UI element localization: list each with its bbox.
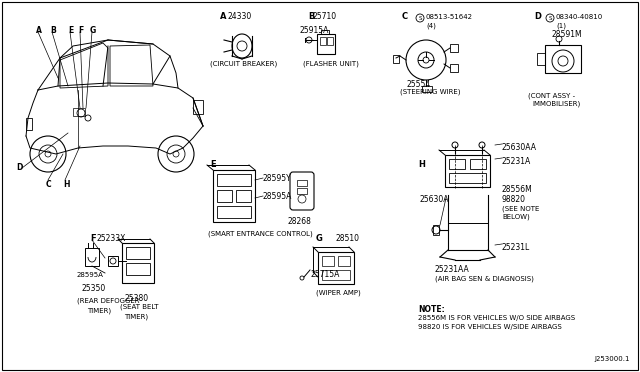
- Text: C: C: [402, 12, 408, 21]
- Text: 25710: 25710: [313, 12, 337, 21]
- Text: 25231AA: 25231AA: [435, 265, 470, 274]
- Bar: [236, 190, 251, 202]
- Bar: [318, 252, 354, 284]
- Text: 25231A: 25231A: [502, 157, 531, 166]
- Bar: [85, 248, 99, 266]
- Bar: [322, 270, 350, 280]
- Text: D: D: [534, 12, 541, 21]
- Bar: [73, 108, 85, 116]
- Text: (SEAT BELT: (SEAT BELT: [120, 304, 159, 311]
- Text: (SEE NOTE: (SEE NOTE: [502, 205, 540, 212]
- Text: S: S: [419, 16, 422, 21]
- Bar: [122, 243, 154, 283]
- Text: B: B: [308, 12, 314, 21]
- Text: 28595A: 28595A: [77, 272, 104, 278]
- Text: E: E: [68, 26, 73, 35]
- Text: 25915A: 25915A: [300, 26, 330, 35]
- Text: (1): (1): [556, 22, 566, 29]
- Text: 28595A: 28595A: [263, 192, 292, 201]
- Text: F: F: [90, 234, 95, 243]
- Text: (WIPER AMP): (WIPER AMP): [316, 290, 361, 296]
- Bar: [327, 37, 333, 45]
- Text: 25554: 25554: [407, 80, 431, 89]
- Text: 28591M: 28591M: [552, 30, 582, 39]
- Text: (FLASHER UNIT): (FLASHER UNIT): [303, 60, 359, 67]
- Bar: [213, 170, 255, 222]
- Text: (CONT ASSY -: (CONT ASSY -: [528, 92, 575, 99]
- Bar: [297, 188, 307, 194]
- Text: (CIRCUIT BREAKER): (CIRCUIT BREAKER): [210, 60, 277, 67]
- Bar: [433, 225, 439, 235]
- Text: (STEERING WIRE): (STEERING WIRE): [400, 88, 461, 94]
- Bar: [193, 100, 203, 114]
- Text: 25630AA: 25630AA: [502, 143, 537, 152]
- Text: 28510: 28510: [336, 234, 360, 243]
- Bar: [450, 64, 458, 72]
- Text: (4): (4): [426, 22, 436, 29]
- Bar: [445, 155, 490, 187]
- Text: TIMER): TIMER): [87, 308, 111, 314]
- Bar: [217, 174, 251, 186]
- Text: 08513-51642: 08513-51642: [426, 14, 473, 20]
- Text: A: A: [36, 26, 42, 35]
- Bar: [338, 256, 350, 266]
- Text: (AIR BAG SEN & DIAGNOSIS): (AIR BAG SEN & DIAGNOSIS): [435, 275, 534, 282]
- Bar: [470, 159, 486, 169]
- Bar: [449, 173, 486, 183]
- Bar: [321, 30, 329, 34]
- Text: 98820: 98820: [502, 195, 526, 204]
- Text: (SMART ENTRANCE CONTROL): (SMART ENTRANCE CONTROL): [208, 230, 313, 237]
- Text: G: G: [90, 26, 96, 35]
- Text: E: E: [210, 160, 216, 169]
- Text: 28556M: 28556M: [502, 185, 532, 194]
- Text: (REAR DEFOGGER: (REAR DEFOGGER: [77, 298, 140, 305]
- Bar: [320, 37, 326, 45]
- Bar: [545, 45, 581, 73]
- Text: F: F: [78, 26, 83, 35]
- Text: D: D: [16, 163, 22, 172]
- Bar: [317, 34, 335, 54]
- Text: 25233X: 25233X: [96, 234, 125, 243]
- Text: B: B: [50, 26, 56, 35]
- Text: BELOW): BELOW): [502, 213, 530, 219]
- Text: IMMOBILISER): IMMOBILISER): [532, 100, 580, 106]
- Text: A: A: [220, 12, 227, 21]
- Text: J253000.1: J253000.1: [595, 356, 630, 362]
- Bar: [217, 190, 232, 202]
- Text: TIMER): TIMER): [124, 313, 148, 320]
- Bar: [26, 118, 32, 130]
- Bar: [217, 206, 251, 218]
- Text: C: C: [46, 180, 52, 189]
- Bar: [126, 247, 150, 259]
- Text: 98820 IS FOR VEHICLES W/SIDE AIRBAGS: 98820 IS FOR VEHICLES W/SIDE AIRBAGS: [418, 324, 562, 330]
- Text: H: H: [418, 160, 425, 169]
- Text: 25380: 25380: [124, 294, 148, 303]
- Text: 28595Y: 28595Y: [263, 174, 292, 183]
- Text: 28268: 28268: [288, 217, 312, 226]
- Text: 25630A: 25630A: [420, 195, 449, 204]
- Text: G: G: [316, 234, 323, 243]
- Text: 25231L: 25231L: [502, 243, 531, 252]
- Text: NOTE:: NOTE:: [418, 305, 445, 314]
- Bar: [126, 263, 150, 275]
- Bar: [422, 86, 432, 92]
- Text: 25350: 25350: [81, 284, 105, 293]
- Text: 25715A: 25715A: [311, 270, 340, 279]
- Text: 08340-40810: 08340-40810: [556, 14, 604, 20]
- Bar: [322, 256, 334, 266]
- Text: 28556M IS FOR VEHICLES W/O SIDE AIRBAGS: 28556M IS FOR VEHICLES W/O SIDE AIRBAGS: [418, 315, 575, 321]
- Bar: [108, 256, 118, 266]
- Bar: [393, 55, 399, 63]
- Bar: [450, 44, 458, 52]
- Bar: [537, 53, 545, 65]
- Text: H: H: [63, 180, 70, 189]
- Text: S: S: [548, 16, 552, 21]
- Bar: [449, 159, 465, 169]
- Text: 24330: 24330: [228, 12, 252, 21]
- Bar: [297, 180, 307, 186]
